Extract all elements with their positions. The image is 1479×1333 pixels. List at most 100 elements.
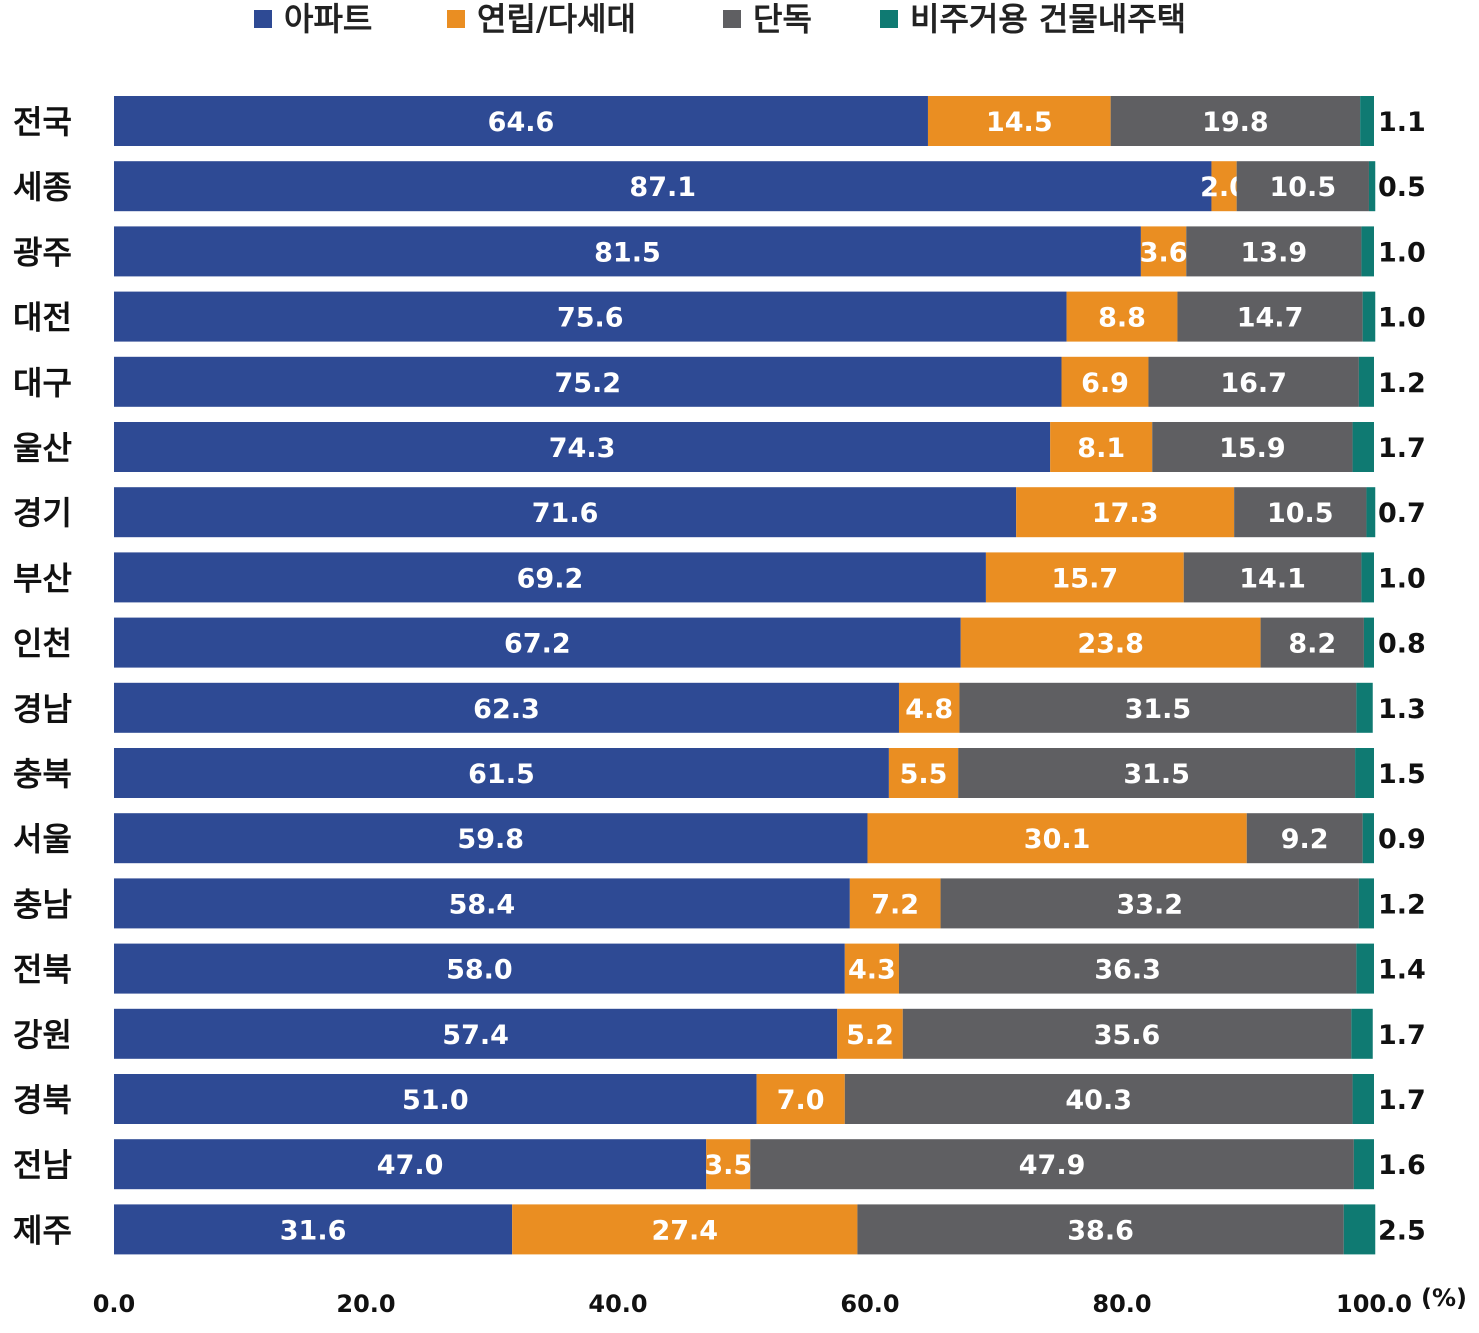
bar-segment-0 (114, 356, 1062, 407)
bar-segment-1 (927, 96, 1111, 146)
bar-segment-1 (706, 1139, 751, 1190)
data-label-3: 1.0 (1378, 237, 1426, 268)
data-label-3: 1.2 (1378, 368, 1426, 399)
data-label-0: 47.0 (377, 1150, 444, 1181)
bar-segment-2 (844, 1074, 1353, 1124)
bar-segment-0 (114, 813, 868, 864)
data-label-1: 4.3 (848, 955, 896, 986)
bar-segment-3 (1358, 356, 1374, 407)
x-tick-label: 40.0 (588, 1290, 647, 1318)
bar-segment-3 (1352, 1074, 1374, 1124)
bar-segment-3 (1360, 96, 1374, 146)
bar-segment-2 (1246, 813, 1363, 864)
bar-segment-1 (844, 943, 899, 994)
bar-segment-0 (114, 1204, 513, 1255)
bar-segment-3 (1363, 617, 1374, 668)
category-label: 제주 (13, 1211, 72, 1249)
data-label-1: 30.1 (1024, 824, 1091, 855)
bar-segment-2 (958, 748, 1356, 798)
bar-segment-2 (1110, 96, 1361, 146)
bar-segment-0 (114, 161, 1212, 212)
data-label-2: 19.8 (1202, 107, 1269, 138)
data-label-0: 58.0 (446, 955, 513, 986)
bar-segment-2 (1177, 291, 1363, 342)
category-label: 경기 (13, 494, 72, 532)
bar-segment-3 (1366, 487, 1376, 538)
data-label-1: 23.8 (1077, 629, 1144, 660)
data-label-3: 1.4 (1378, 955, 1426, 986)
data-label-3: 0.7 (1378, 498, 1426, 529)
legend-label-0: 아파트 (284, 0, 372, 38)
bar-segment-3 (1361, 226, 1374, 277)
data-label-3: 1.2 (1378, 889, 1426, 920)
bar-segment-2 (1183, 552, 1362, 603)
legend-label-2: 단독 (753, 0, 812, 38)
bar-segment-1 (1211, 161, 1237, 212)
data-label-2: 35.6 (1094, 1020, 1161, 1051)
x-axis: 0.0 20.0 40.0 60.0 80.0 100.0 (%) (93, 1284, 1467, 1318)
bar-segment-1 (512, 1204, 858, 1255)
bar-segment-0 (114, 682, 899, 733)
data-label-2: 10.5 (1267, 498, 1334, 529)
data-label-1: 8.8 (1098, 303, 1146, 334)
bar-segment-2 (1148, 356, 1359, 407)
bar-segment-1 (888, 748, 959, 798)
legend-swatch-3 (880, 10, 898, 28)
bar-segment-2 (1236, 161, 1369, 212)
data-label-3: 1.7 (1378, 1085, 1426, 1116)
bar-segment-0 (114, 878, 850, 929)
bar-segment-3 (1355, 748, 1374, 798)
bar-segment-0 (114, 226, 1141, 277)
data-label-0: 75.6 (557, 303, 624, 334)
bar-segment-3 (1368, 161, 1376, 212)
data-label-1: 5.2 (846, 1020, 894, 1051)
bar-segment-1 (1066, 291, 1178, 342)
data-label-1: 4.8 (905, 694, 953, 725)
data-label-2: 33.2 (1116, 889, 1183, 920)
bar-segment-3 (1343, 1204, 1376, 1255)
data-label-3: 1.6 (1378, 1150, 1426, 1181)
bar-segment-0 (114, 1139, 707, 1190)
data-label-3: 0.9 (1378, 824, 1426, 855)
bar-segment-1 (849, 878, 941, 929)
data-label-0: 59.8 (457, 824, 524, 855)
data-label-0: 71.6 (532, 498, 599, 529)
data-label-2: 15.9 (1219, 433, 1286, 464)
bar-segment-1 (867, 813, 1247, 864)
bar-segment-3 (1351, 1008, 1373, 1059)
category-label: 경남 (13, 690, 72, 728)
bar-segment-1 (756, 1074, 845, 1124)
bar-segment-0 (114, 1074, 757, 1124)
legend: 아파트 연립/다세대 단독 비주거용 건물내주택 (254, 0, 1186, 38)
bar-segment-2 (898, 943, 1357, 994)
unit-label: (%) (1421, 1284, 1467, 1312)
data-label-0: 58.4 (449, 889, 516, 920)
bar-segment-3 (1361, 552, 1374, 603)
bar-segment-2 (1234, 487, 1367, 538)
data-label-3: 0.5 (1378, 172, 1426, 203)
bar-segment-3 (1362, 291, 1376, 342)
data-label-0: 67.2 (504, 629, 571, 660)
bar-segment-2 (1186, 226, 1362, 277)
data-label-3: 0.8 (1378, 629, 1426, 660)
x-tick-label: 60.0 (840, 1290, 899, 1318)
category-label: 경북 (13, 1081, 72, 1119)
category-label: 충북 (13, 755, 72, 793)
bar-segment-0 (114, 487, 1017, 538)
bar-segment-1 (898, 682, 960, 733)
data-label-2: 10.5 (1269, 172, 1336, 203)
data-label-3: 1.7 (1378, 433, 1426, 464)
data-label-2: 14.1 (1239, 563, 1306, 594)
data-label-3: 1.5 (1378, 759, 1426, 790)
category-label: 강원 (13, 1016, 72, 1054)
bar-segment-2 (940, 878, 1359, 929)
bar-segment-1 (1140, 226, 1187, 277)
category-label: 전국 (13, 103, 72, 141)
data-label-1: 7.2 (871, 889, 919, 920)
data-label-1: 3.6 (1140, 237, 1188, 268)
data-label-0: 31.6 (280, 1215, 347, 1246)
data-label-0: 87.1 (629, 172, 696, 203)
data-label-1: 7.0 (777, 1085, 825, 1116)
bar-segment-2 (1260, 617, 1364, 668)
